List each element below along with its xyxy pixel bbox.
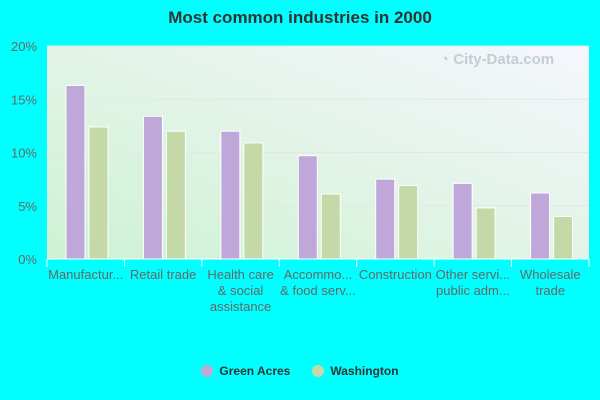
bar-washington: [320, 193, 341, 260]
y-tick-label: 15%: [11, 92, 37, 107]
x-category-label: Retail trade: [130, 267, 196, 282]
y-tick-label: 0%: [18, 252, 37, 267]
legend-label: Washington: [330, 364, 399, 378]
watermark-logo: ◔ City-Data.com: [440, 51, 555, 68]
bar-green-acres: [65, 84, 86, 260]
bar-washington: [165, 130, 186, 260]
bar-washington: [398, 185, 419, 260]
x-category-label: Other servi...: [436, 267, 510, 282]
legend-item-washington: Washington: [312, 364, 399, 378]
bar-green-acres: [452, 182, 473, 260]
bar-green-acres: [142, 115, 163, 260]
legend-swatch: [201, 365, 214, 377]
bar-green-acres: [220, 130, 241, 260]
chart-title: Most common industries in 2000: [168, 8, 432, 27]
bar-washington: [553, 215, 574, 260]
x-category-label: public adm...: [436, 283, 510, 298]
bar-green-acres: [297, 155, 318, 260]
legend-label: Green Acres: [219, 364, 291, 378]
x-category-label: assistance: [210, 299, 271, 314]
x-category-label: & food serv...: [280, 283, 356, 298]
legend-swatch: [312, 365, 325, 377]
bar-washington: [243, 142, 264, 260]
bar-washington: [88, 126, 109, 260]
legend: Green Acres Washington: [0, 364, 600, 378]
y-tick-label: 20%: [11, 39, 37, 54]
x-category-label: trade: [535, 283, 565, 298]
x-category-label: Construction: [359, 267, 432, 282]
bar-washington: [475, 207, 496, 260]
x-category-label: Health care: [207, 267, 273, 282]
bar-green-acres: [530, 192, 551, 260]
x-category-label: Manufactur...: [48, 267, 123, 282]
x-category-label: Accommo...: [284, 267, 353, 282]
legend-item-green-acres: Green Acres: [201, 364, 290, 378]
y-tick-label: 10%: [11, 146, 37, 161]
x-category-label: & social: [218, 283, 264, 298]
y-tick-label: 5%: [18, 199, 37, 214]
bar-green-acres: [375, 178, 396, 260]
x-category-label: Wholesale: [520, 267, 581, 282]
